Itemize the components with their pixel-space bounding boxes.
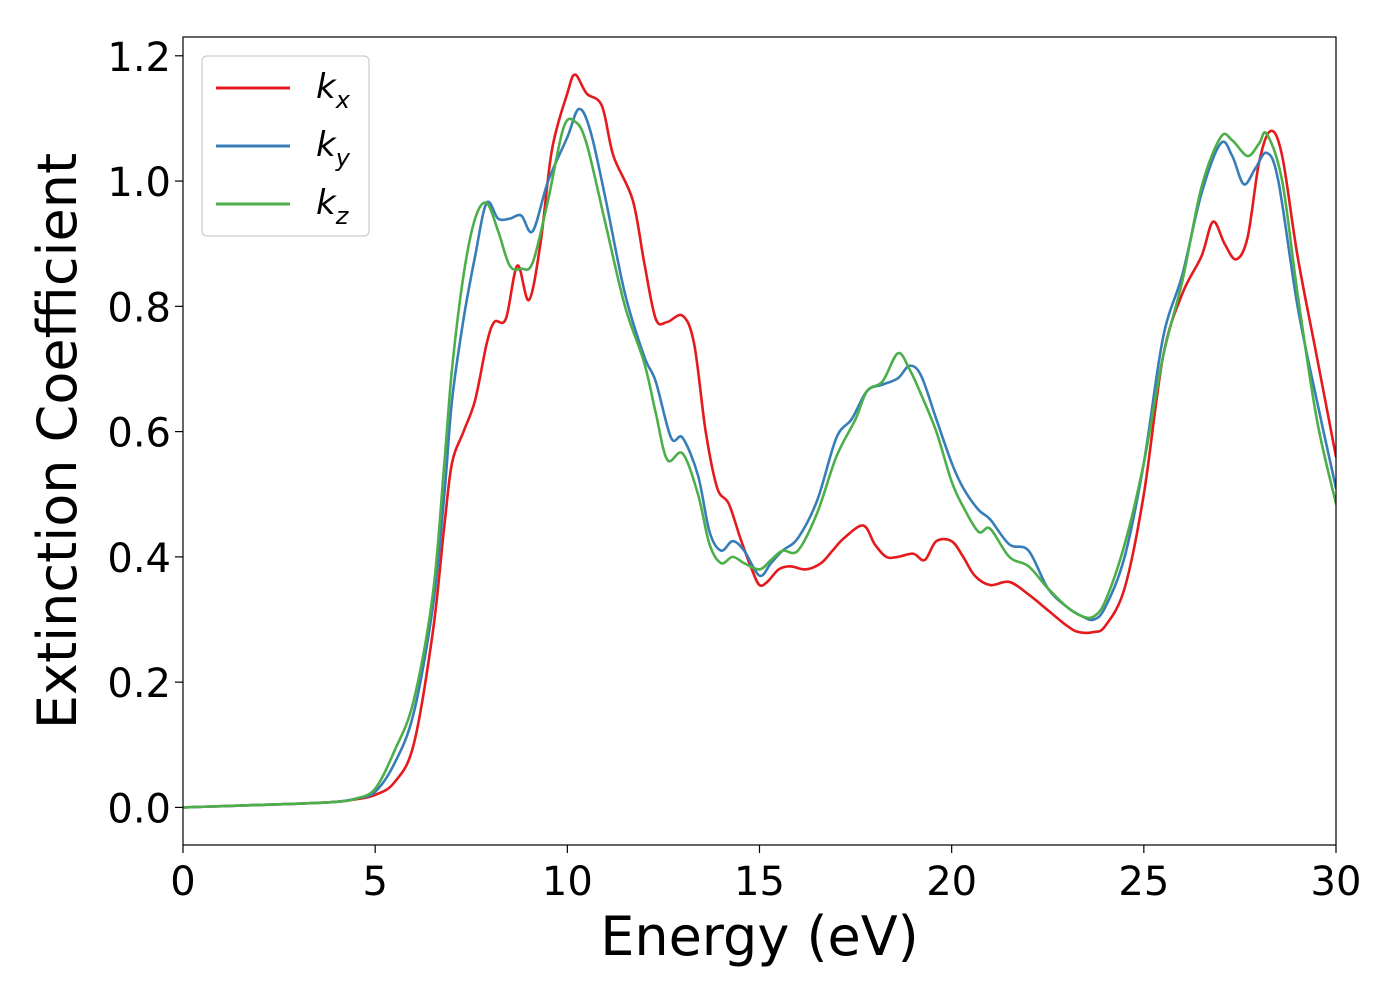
x-axis-label: Energy (eV)	[600, 905, 919, 968]
y-tick-label: 0.8	[107, 285, 171, 331]
y-axis-label: Extinction Coefficient	[26, 153, 89, 729]
y-axis-ticks: 0.0 0.2 0.4 0.6 0.8 1.0 1.2	[107, 35, 183, 832]
x-axis-ticks: 0 5 10 15 20 25 30	[170, 845, 1361, 905]
y-tick-label: 1.2	[107, 35, 171, 81]
y-tick-label: 0.2	[107, 661, 171, 707]
legend-label-ky: ky	[316, 125, 351, 172]
x-tick-label: 20	[926, 859, 977, 905]
x-tick-label: 0	[170, 859, 195, 905]
y-tick-label: 0.6	[107, 411, 171, 457]
legend: kx ky kz	[201, 55, 370, 237]
y-tick-label: 0.0	[107, 786, 171, 832]
legend-label-kz: kz	[316, 183, 350, 230]
x-tick-label: 25	[1118, 859, 1169, 905]
series-layer	[183, 73, 1336, 809]
series-line-kz	[183, 117, 1336, 809]
x-tick-label: 10	[542, 859, 593, 905]
legend-label-kx: kx	[316, 67, 351, 114]
x-tick-label: 5	[362, 859, 387, 905]
y-tick-label: 0.4	[107, 536, 171, 582]
x-tick-label: 30	[1311, 859, 1362, 905]
x-tick-label: 15	[734, 859, 785, 905]
y-tick-label: 1.0	[107, 160, 171, 206]
